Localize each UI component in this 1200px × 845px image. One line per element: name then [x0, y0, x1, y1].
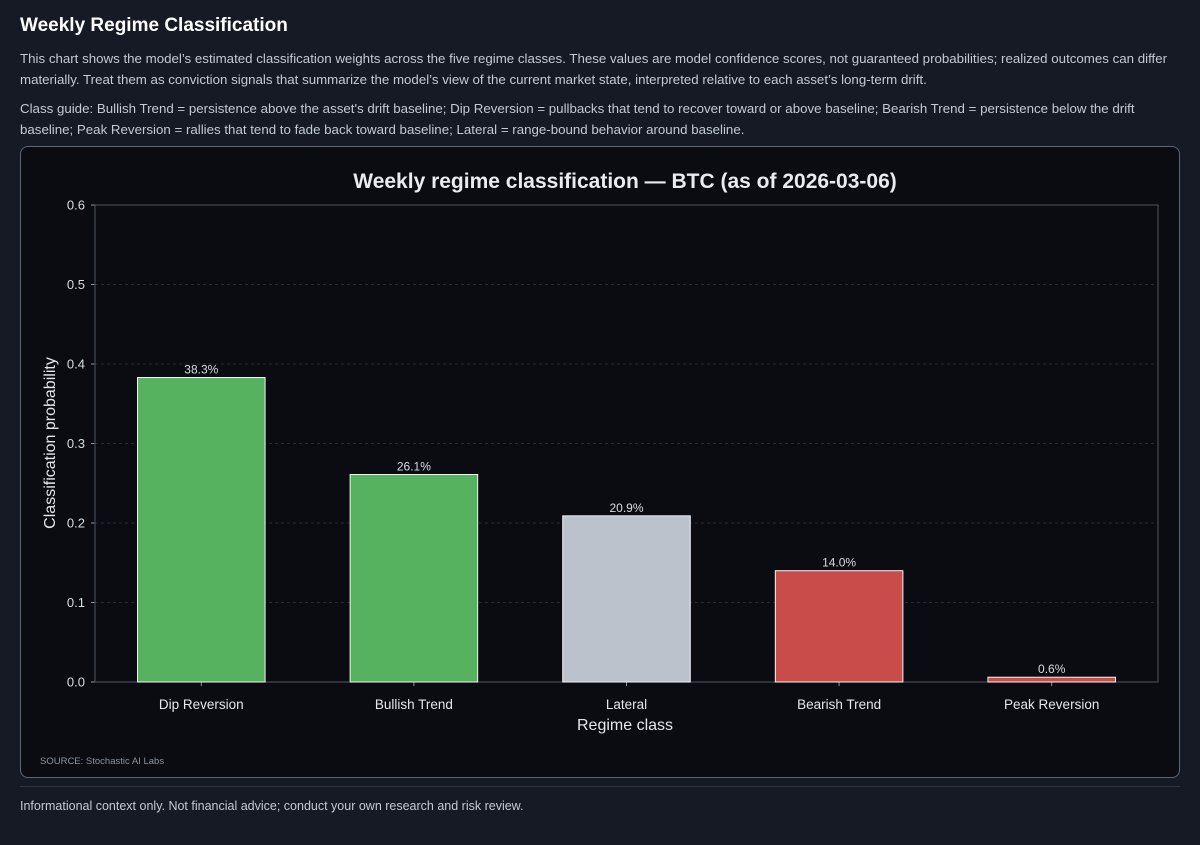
chart-title: Weekly regime classification — BTC (as o… [353, 170, 897, 193]
bar-value-label: 14.0% [822, 556, 856, 570]
chart-card: Weekly regime classification — BTC (as o… [20, 146, 1180, 778]
x-tick-label: Bearish Trend [797, 697, 881, 712]
bars [137, 377, 1116, 683]
y-tick-label: 0.4 [67, 357, 85, 372]
bar-value-label: 0.6% [1038, 662, 1066, 676]
source-note: SOURCE: Stochastic AI Labs [40, 756, 164, 767]
bar-bearish-trend [774, 570, 904, 683]
x-tick-label: Peak Reversion [1004, 697, 1099, 712]
bar-value-label: 20.9% [609, 501, 643, 515]
bar-lateral [562, 515, 691, 683]
y-axis-label: Classification probability [42, 357, 59, 529]
x-tick-label: Bullish Trend [375, 697, 453, 712]
bar-value-label: 26.1% [397, 460, 431, 474]
footer-disclaimer: Informational context only. Not financia… [20, 799, 524, 813]
bar-dip-reversion [137, 377, 266, 683]
footer-divider [20, 786, 1180, 787]
class-guide: Class guide: Bullish Trend = persistence… [20, 101, 1135, 137]
x-tick-label: Lateral [606, 697, 647, 712]
labels: 0.0 0.1 0.2 0.3 0.4 0.5 0.6 38.3% Dip Reversion 2… [67, 198, 1099, 713]
page-title: Weekly Regime Classification [20, 15, 288, 36]
y-tick-label: 0.3 [67, 436, 85, 451]
y-tick-label: 0.6 [67, 198, 85, 213]
x-tick-label: Dip Reversion [159, 697, 244, 712]
y-tick-label: 0.2 [67, 516, 85, 531]
y-tick-label: 0.1 [67, 595, 85, 610]
regime-bar-chart: Weekly regime classification — BTC (as o… [40, 170, 1159, 767]
bar-value-label: 38.3% [184, 363, 218, 377]
y-tick-label: 0.0 [67, 675, 85, 690]
chart-description: This chart shows the model’s estimated c… [20, 51, 1168, 87]
bar-bullish-trend [349, 474, 479, 683]
y-tick-label: 0.5 [67, 277, 85, 292]
x-axis-label: Regime class [577, 717, 673, 734]
bar-peak-reversion [987, 676, 1116, 683]
